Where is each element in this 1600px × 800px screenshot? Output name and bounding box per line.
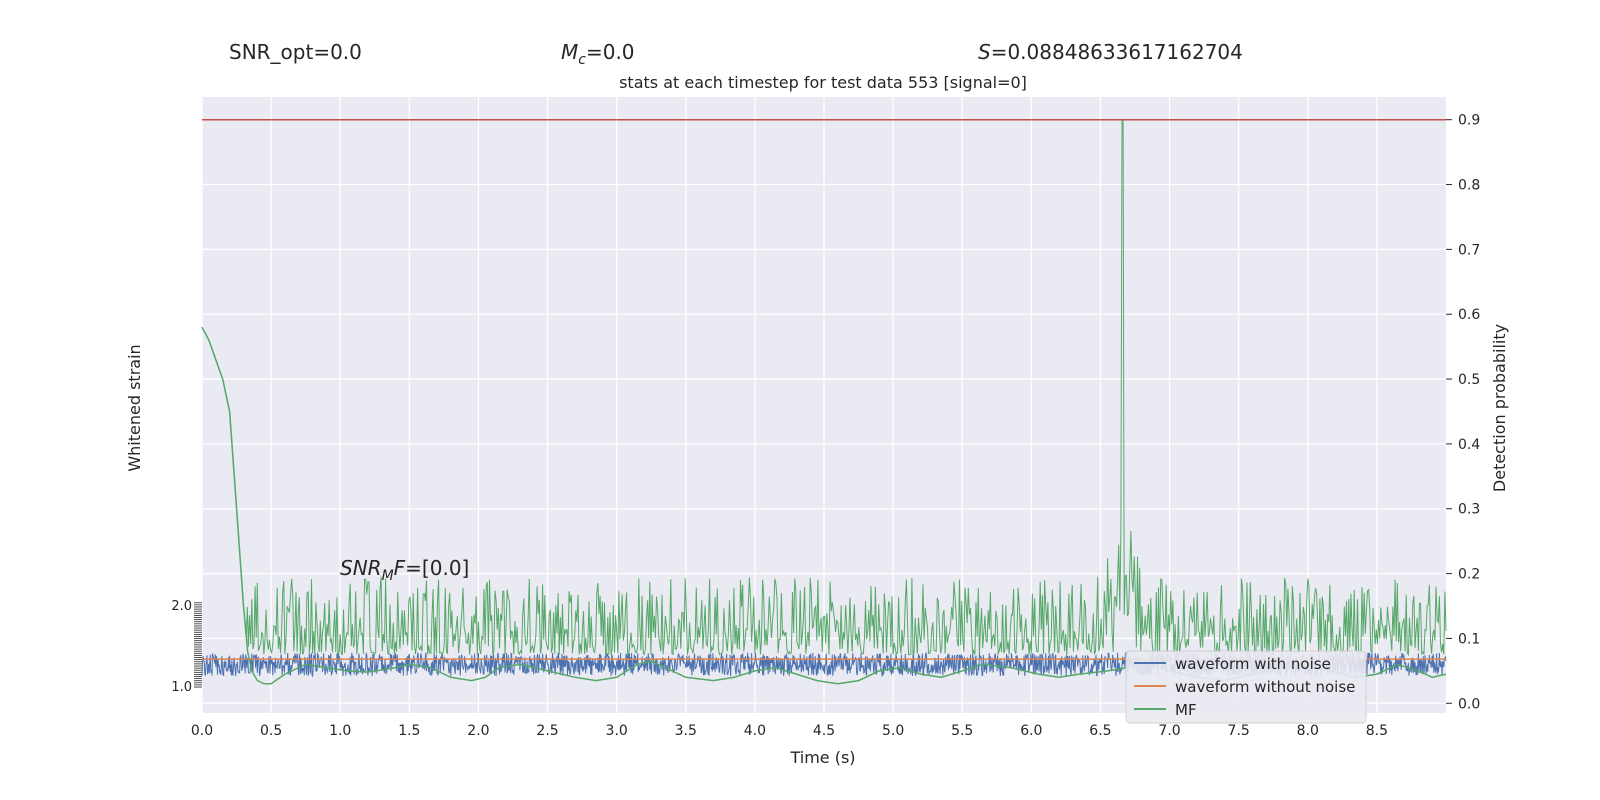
- chirp-mass-value: =0.0: [585, 40, 635, 64]
- y-right-tick-label: 0.3: [1458, 502, 1480, 518]
- y-right-tick-label: 0.6: [1458, 307, 1480, 323]
- chart-title: stats at each timestep for test data 553…: [619, 73, 1027, 92]
- statistic-label: S=0.08848633617162704: [978, 40, 1243, 64]
- y-right-tick-label: 0.5: [1458, 372, 1480, 388]
- x-tick-label: 6.0: [1020, 723, 1042, 739]
- chirp-mass-label: Mc=0.0: [561, 40, 635, 68]
- statistic-value: =0.08848633617162704: [990, 40, 1243, 64]
- x-tick-label: 6.5: [1089, 723, 1111, 739]
- x-tick-label: 2.5: [536, 723, 558, 739]
- y-left-tick-label: 2.0: [171, 599, 192, 614]
- statistic-symbol: S: [978, 40, 991, 64]
- chirp-mass-subscript: c: [578, 52, 586, 68]
- legend-box: [1125, 650, 1367, 724]
- y-left-tick-label: 1.0: [171, 680, 192, 695]
- x-tick-label: 7.0: [1158, 723, 1180, 739]
- x-tick-label: 3.0: [606, 723, 628, 739]
- y-right-tick-label: 0.1: [1458, 631, 1480, 647]
- x-tick-label: 4.5: [813, 723, 835, 739]
- x-tick-label: 2.0: [467, 723, 489, 739]
- y-axis-left-label: Whitened strain: [125, 344, 144, 471]
- y-right-tick-label: 0.9: [1458, 113, 1480, 129]
- x-tick-label: 8.0: [1297, 723, 1319, 739]
- x-tick-label: 4.0: [744, 723, 766, 739]
- legend: waveform with noise waveform without noi…: [1125, 650, 1367, 724]
- x-tick-label: 3.5: [675, 723, 697, 739]
- y-right-tick-label: 0.2: [1458, 567, 1480, 583]
- snr-mf-value: =[0.0]: [405, 556, 469, 580]
- x-tick-label: 5.5: [951, 723, 973, 739]
- snr-opt-label: SNR_opt=0.0: [229, 40, 362, 64]
- snr-mf-tail: F: [394, 556, 406, 580]
- x-tick-label: 1.0: [329, 723, 351, 739]
- legend-label-noisy: waveform with noise: [1175, 655, 1331, 673]
- series-mf-noise: [201, 119, 1447, 657]
- chirp-mass-symbol: M: [561, 40, 579, 64]
- y-right-tick-label: 0.4: [1458, 437, 1480, 453]
- x-tick-label: 0.5: [260, 723, 282, 739]
- x-tick-label: 7.5: [1228, 723, 1250, 739]
- x-axis-label: Time (s): [789, 748, 855, 767]
- x-tick-label: 8.5: [1366, 723, 1388, 739]
- x-tick-label: 1.5: [398, 723, 420, 739]
- y-right-tick-label: 0.8: [1458, 178, 1480, 194]
- y-axis-right-label: Detection probability: [1490, 324, 1509, 492]
- x-tick-label: 0.0: [191, 723, 213, 739]
- snr-mf-annotation: SNRMF=[0.0]: [340, 556, 469, 584]
- x-tick-label: 5.0: [882, 723, 904, 739]
- snr-mf-subscript: M: [382, 568, 394, 584]
- y-right-tick-label: 0.0: [1458, 696, 1480, 712]
- legend-label-mf: MF: [1175, 701, 1197, 719]
- snr-mf-symbol: SNR: [340, 556, 382, 580]
- y-right-tick-label: 0.7: [1458, 242, 1480, 258]
- legend-label-clean: waveform without noise: [1175, 678, 1355, 696]
